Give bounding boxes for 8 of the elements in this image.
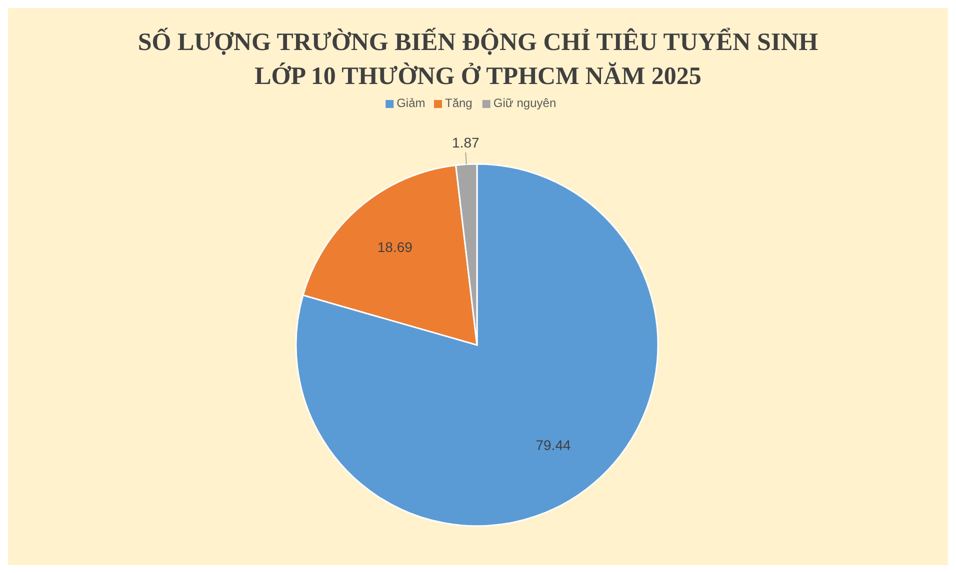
data-label: 1.87 bbox=[452, 134, 480, 150]
legend-label: Tăng bbox=[445, 96, 472, 110]
chart-title: SỐ LƯỢNG TRƯỜNG BIẾN ĐỘNG CHỈ TIÊU TUYỂN SINH LỚP 10 THƯỜNG Ở TPHCM NĂM 2025 bbox=[138, 27, 819, 90]
data-label: 79.44 bbox=[536, 436, 571, 453]
legend-label: Giữ nguyên bbox=[493, 96, 556, 110]
pie-slice bbox=[295, 163, 659, 526]
data-label: 18.69 bbox=[377, 239, 413, 256]
legend-label: Giảm bbox=[396, 96, 426, 110]
